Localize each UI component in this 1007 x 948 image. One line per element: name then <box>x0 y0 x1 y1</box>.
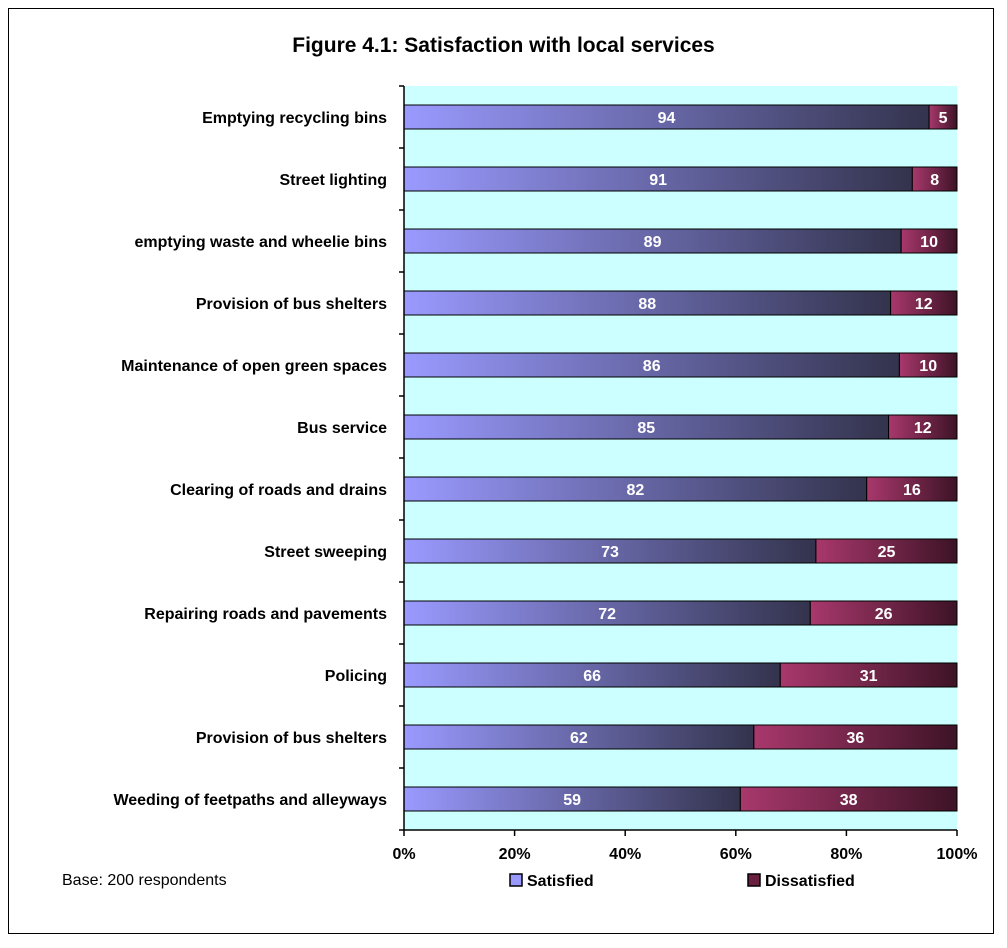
bar-dissatisfied <box>890 290 958 316</box>
x-tick-label: 100% <box>937 846 978 863</box>
data-label-dissatisfied: 16 <box>903 482 921 499</box>
bar-dissatisfied <box>866 476 958 502</box>
data-label-dissatisfied: 31 <box>860 668 878 685</box>
legend-label-satisfied: Satisfied <box>527 873 594 890</box>
legend-swatch-dissatisfied <box>747 873 761 887</box>
x-tick-label: 80% <box>830 846 862 863</box>
plot-area <box>404 86 957 830</box>
category-label: Provision of bus shelters <box>196 296 387 313</box>
bar-dissatisfied <box>928 104 958 130</box>
bar-dissatisfied <box>900 228 958 254</box>
data-label-dissatisfied: 12 <box>914 420 932 437</box>
bar-satisfied <box>403 228 902 254</box>
data-label-dissatisfied: 8 <box>930 172 939 189</box>
category-label: Bus service <box>297 420 387 437</box>
legend-swatch-satisfied <box>509 873 523 887</box>
data-label-dissatisfied: 12 <box>915 296 933 313</box>
data-label-dissatisfied: 38 <box>840 792 858 809</box>
category-label: Provision of bus shelters <box>196 730 387 747</box>
x-tick-label: 60% <box>720 846 752 863</box>
data-label-dissatisfied: 36 <box>847 730 865 747</box>
bar-dissatisfied <box>911 166 958 192</box>
data-label-dissatisfied: 25 <box>878 544 896 561</box>
data-label-dissatisfied: 26 <box>875 606 893 623</box>
category-label: Emptying recycling bins <box>202 110 387 127</box>
bar-dissatisfied <box>779 662 958 688</box>
category-label: Street lighting <box>279 172 387 189</box>
data-label-dissatisfied: 10 <box>920 234 938 251</box>
bar-dissatisfied <box>888 414 958 440</box>
data-label-satisfied: 82 <box>626 482 644 499</box>
data-label-dissatisfied: 5 <box>939 110 948 127</box>
data-label-satisfied: 59 <box>563 792 581 809</box>
data-label-satisfied: 85 <box>637 420 655 437</box>
data-label-satisfied: 73 <box>601 544 619 561</box>
x-tick-label: 20% <box>499 846 531 863</box>
category-label: emptying waste and wheelie bins <box>134 234 387 251</box>
category-label: Repairing roads and pavements <box>144 606 387 623</box>
data-label-satisfied: 91 <box>649 172 667 189</box>
bar-satisfied <box>403 476 868 502</box>
legend-label-dissatisfied: Dissatisfied <box>765 873 855 890</box>
data-label-satisfied: 66 <box>583 668 601 685</box>
base-footnote: Base: 200 respondents <box>62 872 227 889</box>
data-label-satisfied: 86 <box>643 358 661 375</box>
category-label: Street sweeping <box>264 544 387 561</box>
data-label-satisfied: 88 <box>638 296 656 313</box>
bar-satisfied <box>403 414 890 440</box>
data-label-satisfied: 72 <box>598 606 616 623</box>
x-tick-label: 40% <box>609 846 641 863</box>
data-label-dissatisfied: 10 <box>919 358 937 375</box>
data-label-satisfied: 89 <box>644 234 662 251</box>
category-label: Maintenance of open green spaces <box>121 358 387 375</box>
category-label: Clearing of roads and drains <box>170 482 387 499</box>
bar-satisfied <box>403 290 892 316</box>
category-label: Weeding of feetpaths and alleyways <box>113 792 387 809</box>
data-label-satisfied: 94 <box>658 110 676 127</box>
bar-satisfied <box>403 104 930 130</box>
bar-dissatisfied <box>809 600 958 626</box>
data-label-satisfied: 62 <box>570 730 588 747</box>
x-tick-label: 0% <box>392 846 415 863</box>
bar-satisfied <box>403 724 755 750</box>
bar-dissatisfied <box>898 352 958 378</box>
bar-satisfied <box>403 600 811 626</box>
bar-dissatisfied <box>815 538 958 564</box>
bar-dissatisfied <box>739 786 958 812</box>
category-label: Policing <box>325 668 387 685</box>
bar-dissatisfied <box>753 724 958 750</box>
chart-title: Figure 4.1: Satisfaction with local serv… <box>292 34 715 57</box>
bar-satisfied <box>403 352 900 378</box>
